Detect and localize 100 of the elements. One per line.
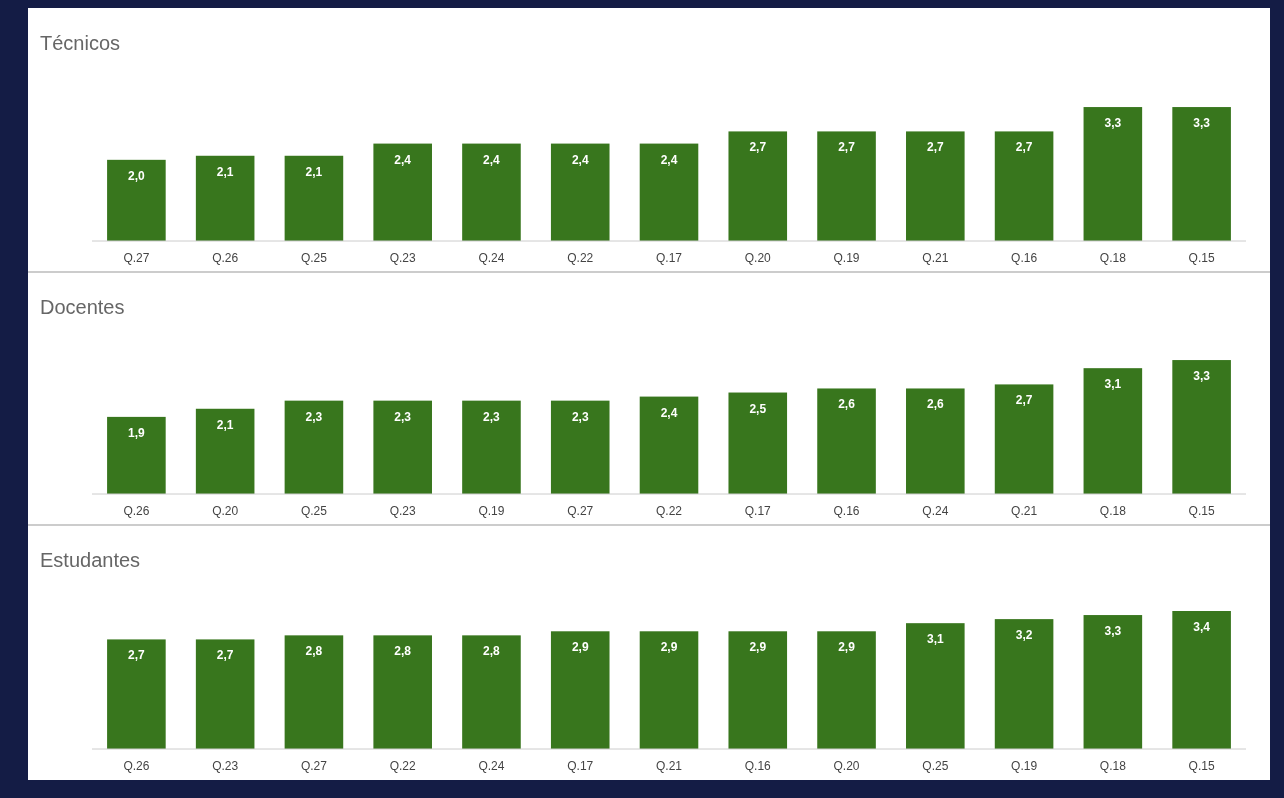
x-tick-label: Q.22: [567, 251, 594, 265]
bar: [906, 131, 965, 241]
bar: [373, 635, 432, 749]
bar: [1083, 368, 1143, 494]
bar: [994, 619, 1054, 749]
bar: [817, 388, 876, 494]
bar: [639, 396, 699, 494]
bar: [639, 631, 699, 749]
data-label: 3,1: [1104, 377, 1122, 392]
chart-title: Estudantes: [40, 549, 141, 571]
x-tick-label: Q.21: [922, 251, 949, 265]
data-label: 2,6: [926, 397, 944, 412]
data-label: 2,8: [483, 644, 501, 659]
bar: [373, 143, 432, 241]
data-label: 2,7: [1015, 393, 1033, 408]
data-label: 1,9: [128, 425, 146, 440]
data-label: 2,1: [305, 164, 323, 179]
bar: [1172, 107, 1231, 241]
x-tick-label: Q.26: [212, 251, 239, 265]
data-label: 2,0: [128, 168, 146, 183]
x-tick-label: Q.23: [389, 504, 417, 518]
data-label: 2,9: [571, 640, 589, 655]
x-tick-label: Q.15: [1188, 251, 1215, 265]
bar: [1083, 107, 1143, 241]
x-tick-label: Q.19: [1011, 759, 1038, 773]
bar: [817, 631, 876, 749]
x-tick-label: Q.15: [1188, 759, 1215, 773]
x-tick-label: Q.25: [300, 504, 328, 518]
bar: [195, 639, 255, 749]
bar: [1172, 360, 1231, 494]
data-label: 2,4: [394, 152, 412, 167]
x-tick-label: Q.19: [833, 251, 860, 265]
data-label: 2,4: [571, 152, 589, 167]
x-tick-label: Q.26: [123, 759, 150, 773]
bar: [1172, 611, 1231, 749]
x-tick-label: Q.17: [744, 504, 772, 518]
bar: [284, 400, 344, 494]
data-label: 2,5: [749, 401, 767, 416]
bar: [1083, 615, 1143, 749]
data-label: 2,3: [305, 409, 323, 424]
x-tick-label: Q.17: [655, 251, 683, 265]
data-label: 3,3: [1104, 624, 1122, 639]
x-tick-label: Q.24: [478, 759, 505, 773]
bar: [550, 400, 610, 494]
bar: [728, 131, 788, 241]
x-tick-label: Q.22: [655, 504, 683, 518]
data-label: 2,1: [216, 417, 234, 432]
bar: [462, 635, 521, 749]
x-tick-label: Q.19: [478, 504, 505, 518]
bar: [906, 623, 965, 749]
x-tick-label: Q.27: [300, 759, 328, 773]
data-label: 3,3: [1193, 116, 1211, 131]
data-label: 2,3: [571, 409, 589, 424]
bar: [639, 143, 699, 241]
data-label: 2,8: [394, 644, 412, 659]
chart-title: Técnicos: [40, 32, 121, 54]
data-label: 2,7: [1015, 140, 1033, 155]
bar: [284, 635, 344, 749]
x-tick-label: Q.26: [123, 504, 150, 518]
bar: [817, 131, 876, 241]
data-label: 2,9: [660, 640, 678, 655]
bar: [550, 143, 610, 241]
x-tick-label: Q.24: [478, 251, 505, 265]
data-label: 3,2: [1015, 628, 1033, 643]
data-label: 2,7: [749, 140, 767, 155]
data-label: 2,9: [749, 640, 767, 655]
bar: [373, 400, 432, 494]
bar: [728, 631, 788, 749]
data-label: 2,3: [394, 409, 412, 424]
x-tick-label: Q.16: [833, 504, 860, 518]
bar: [195, 155, 255, 241]
data-label: 2,7: [838, 140, 856, 155]
x-tick-label: Q.27: [567, 504, 594, 518]
bar: [107, 159, 166, 241]
data-label: 2,8: [305, 644, 323, 659]
x-tick-label: Q.21: [655, 759, 683, 773]
bar: [462, 143, 521, 241]
x-tick-label: Q.25: [922, 759, 949, 773]
x-tick-label: Q.21: [1011, 504, 1038, 518]
x-tick-label: Q.16: [1011, 251, 1038, 265]
data-label: 2,4: [660, 152, 678, 167]
bar: [994, 131, 1054, 241]
bar: [284, 155, 344, 241]
data-label: 3,3: [1193, 369, 1211, 384]
data-label: 2,1: [216, 164, 234, 179]
x-tick-label: Q.25: [300, 251, 328, 265]
x-tick-label: Q.18: [1099, 251, 1127, 265]
data-label: 2,7: [128, 648, 146, 663]
chart-title: Docentes: [40, 296, 125, 318]
x-tick-label: Q.23: [212, 759, 239, 773]
bar: [195, 408, 255, 494]
x-tick-label: Q.20: [833, 759, 860, 773]
x-tick-label: Q.15: [1188, 504, 1215, 518]
bar: [550, 631, 610, 749]
x-tick-label: Q.20: [744, 251, 772, 265]
data-label: 3,3: [1104, 116, 1122, 131]
data-label: 2,4: [660, 405, 678, 420]
data-label: 3,1: [926, 632, 944, 647]
x-tick-label: Q.18: [1099, 759, 1127, 773]
data-label: 2,6: [838, 397, 856, 412]
